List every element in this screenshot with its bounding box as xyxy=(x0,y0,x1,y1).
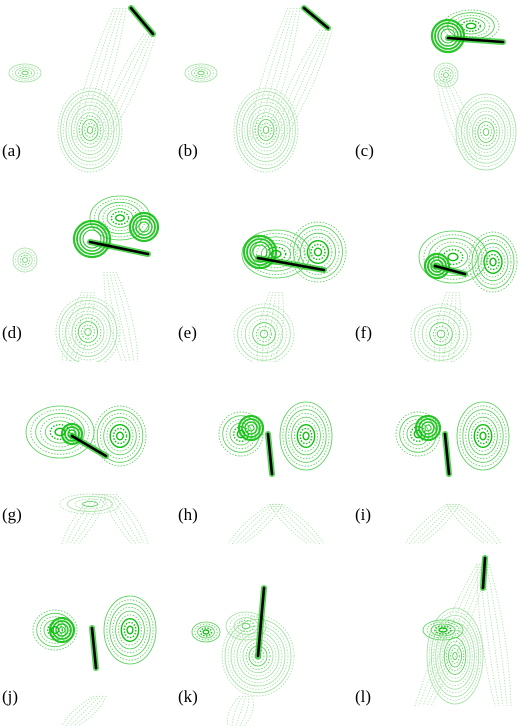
contour-plot xyxy=(184,5,333,173)
panel-b xyxy=(176,0,352,180)
panel-label: (a) xyxy=(2,141,21,160)
contour-plot xyxy=(8,5,157,173)
panel-label: (b) xyxy=(178,141,198,160)
panel-a xyxy=(0,0,176,180)
contour-plot xyxy=(25,405,149,544)
panel-label: (h) xyxy=(178,505,198,524)
contour-plot xyxy=(32,595,157,726)
panel-h xyxy=(176,364,352,544)
panel-label: (f) xyxy=(355,323,372,342)
panel-label: (l) xyxy=(355,687,372,706)
panel-j xyxy=(0,546,176,726)
contour-plot xyxy=(233,221,347,362)
panel-k xyxy=(176,546,352,726)
panel-e xyxy=(176,182,352,362)
panel-label: (k) xyxy=(178,687,198,706)
panel-f xyxy=(353,182,529,362)
panel-label: (g) xyxy=(2,505,22,524)
panel-d xyxy=(0,182,176,362)
panel-g xyxy=(0,364,176,544)
contour-plot xyxy=(414,555,512,707)
panel-i xyxy=(353,364,529,544)
panel-label: (d) xyxy=(2,323,22,342)
contour-plot xyxy=(430,9,517,171)
panel-label: (c) xyxy=(355,141,374,160)
contour-plot xyxy=(395,401,510,544)
contour-plot xyxy=(12,195,160,362)
panel-label: (j) xyxy=(2,687,19,706)
panel-label: (i) xyxy=(355,505,372,524)
panel-c xyxy=(353,0,529,180)
panel-label: (e) xyxy=(178,323,197,342)
contour-plot xyxy=(218,401,333,544)
panel-l xyxy=(353,546,529,726)
contour-plot xyxy=(410,230,518,362)
contour-plot xyxy=(191,585,295,726)
